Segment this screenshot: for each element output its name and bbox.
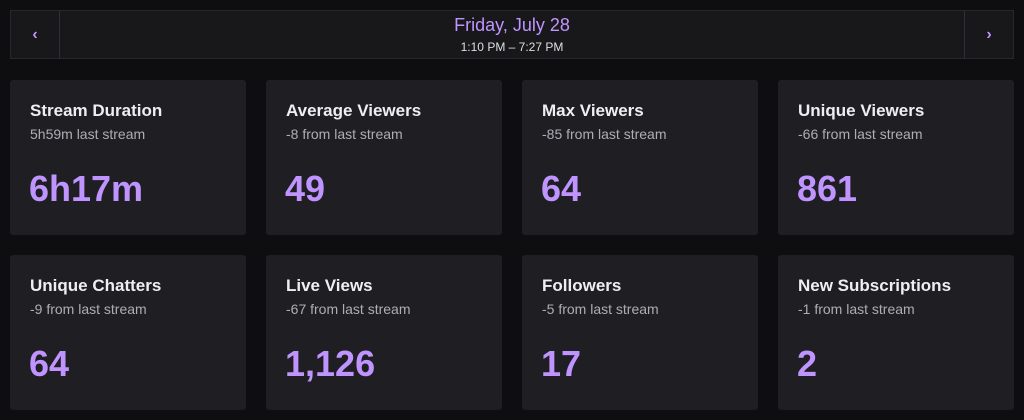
stat-card: Max Viewers -85 from last stream 64 — [522, 80, 758, 235]
prev-button[interactable]: ‹ — [11, 11, 60, 58]
stat-card: Average Viewers -8 from last stream 49 — [266, 80, 502, 235]
stat-card: New Subscriptions -1 from last stream 2 — [778, 255, 1014, 410]
card-value: 861 — [797, 168, 858, 209]
card-comparison: -85 from last stream — [542, 126, 667, 142]
card-value: 17 — [541, 343, 582, 384]
card-title: Unique Chatters — [30, 276, 162, 295]
card-title: Unique Viewers — [798, 101, 925, 120]
card-title: Max Viewers — [542, 101, 644, 120]
time-range: 1:10 PM – 7:27 PM — [460, 40, 564, 54]
card-value: 2 — [797, 343, 818, 384]
card-value: 64 — [29, 343, 70, 384]
card-value: 1,126 — [285, 343, 376, 384]
card-value: 6h17m — [29, 168, 144, 209]
date: Friday, July 28 — [454, 15, 570, 35]
stat-card: Unique Viewers -66 from last stream 861 — [778, 80, 1014, 235]
stat-card: Live Views -67 from last stream 1,126 — [266, 255, 502, 410]
card-value: 64 — [541, 168, 582, 209]
stat-card: Stream Duration 5h59m last stream 6h17m — [10, 80, 246, 235]
card-title: New Subscriptions — [798, 276, 952, 295]
card-title: Live Views — [286, 276, 373, 295]
card-comparison: -67 from last stream — [286, 301, 411, 317]
card-comparison: -66 from last stream — [798, 126, 923, 142]
next-button[interactable]: › — [964, 11, 1013, 58]
card-comparison: -9 from last stream — [30, 301, 147, 317]
card-comparison: 5h59m last stream — [30, 126, 146, 142]
stat-card: Followers -5 from last stream 17 — [522, 255, 758, 410]
card-comparison: -8 from last stream — [286, 126, 403, 142]
card-comparison: -1 from last stream — [798, 301, 915, 317]
card-comparison: -5 from last stream — [542, 301, 659, 317]
card-title: Stream Duration — [30, 101, 163, 120]
card-value: 49 — [285, 168, 326, 209]
date-bar: ‹ Friday, July 28 1:10 PM – 7:27 PM › — [10, 10, 1014, 59]
card-title: Average Viewers — [286, 101, 422, 120]
stat-card: Unique Chatters -9 from last stream 64 — [10, 255, 246, 410]
card-title: Followers — [542, 276, 622, 295]
